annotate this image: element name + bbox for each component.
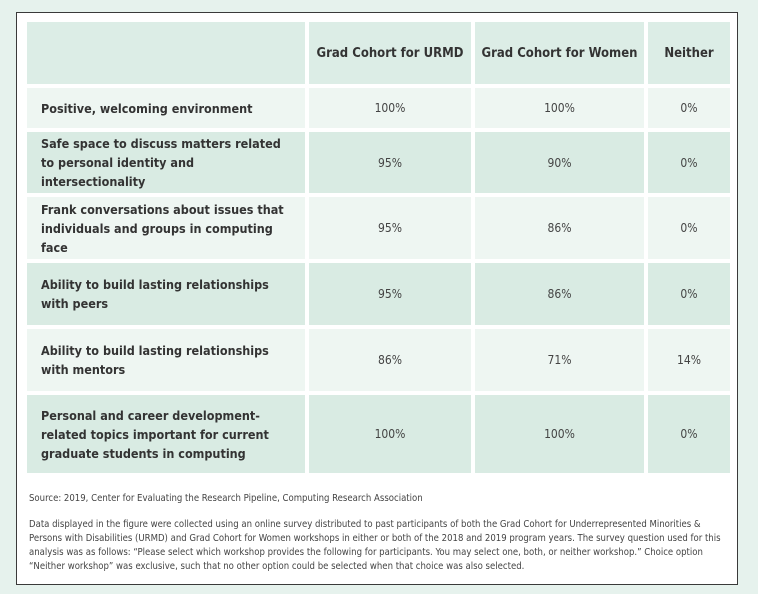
methodology-note: Data displayed in the figure were collec…	[29, 519, 721, 572]
row-label-cell: Ability to build lasting relationships w…	[27, 263, 305, 325]
table-row: Personal and career development-related …	[27, 395, 730, 473]
table-header-row: Grad Cohort for URMD Grad Cohort for Wom…	[27, 22, 730, 84]
header-women: Grad Cohort for Women	[475, 22, 644, 84]
women-value-cell: 71%	[475, 329, 644, 391]
neither-value-cell: 0%	[648, 132, 730, 193]
table-row: Frank conversations about issues that in…	[27, 197, 730, 259]
header-neither: Neither	[648, 22, 730, 84]
urmd-value-cell: 95%	[309, 263, 471, 325]
source-citation: Source: 2019, Center for Evaluating the …	[29, 493, 423, 504]
header-urmd: Grad Cohort for URMD	[309, 22, 471, 84]
women-value-cell: 100%	[475, 88, 644, 128]
table-row: Safe space to discuss matters related to…	[27, 132, 730, 193]
urmd-value-cell: 86%	[309, 329, 471, 391]
women-value-cell: 90%	[475, 132, 644, 193]
neither-value-cell: 0%	[648, 88, 730, 128]
row-label: Personal and career development-related …	[41, 407, 269, 461]
urmd-value-cell: 100%	[309, 395, 471, 473]
urmd-value-cell: 95%	[309, 197, 471, 259]
row-label-cell: Positive, welcoming environment	[27, 88, 305, 128]
row-label-cell: Frank conversations about issues that in…	[27, 197, 305, 259]
header-empty-cell	[27, 22, 305, 84]
neither-value-cell: 0%	[648, 395, 730, 473]
table-row: Positive, welcoming environment 100% 100…	[27, 88, 730, 128]
row-label: Ability to build lasting relationships w…	[41, 277, 269, 311]
urmd-value-cell: 100%	[309, 88, 471, 128]
neither-value-cell: 0%	[648, 263, 730, 325]
women-value-cell: 86%	[475, 263, 644, 325]
table-row: Ability to build lasting relationships w…	[27, 263, 730, 325]
row-label-cell: Personal and career development-related …	[27, 395, 305, 473]
row-label-cell: Safe space to discuss matters related to…	[27, 132, 305, 193]
row-label: Safe space to discuss matters related to…	[41, 136, 281, 189]
neither-value-cell: 0%	[648, 197, 730, 259]
row-label: Ability to build lasting relationships w…	[41, 343, 269, 377]
row-label-cell: Ability to build lasting relationships w…	[27, 329, 305, 391]
women-value-cell: 100%	[475, 395, 644, 473]
table-row: Ability to build lasting relationships w…	[27, 329, 730, 391]
row-label: Frank conversations about issues that in…	[41, 201, 284, 255]
women-value-cell: 86%	[475, 197, 644, 259]
results-table: Grad Cohort for URMD Grad Cohort for Wom…	[27, 22, 730, 477]
figure-frame: Grad Cohort for URMD Grad Cohort for Wom…	[16, 12, 738, 585]
urmd-value-cell: 95%	[309, 132, 471, 193]
row-label: Positive, welcoming environment	[41, 100, 253, 116]
neither-value-cell: 14%	[648, 329, 730, 391]
